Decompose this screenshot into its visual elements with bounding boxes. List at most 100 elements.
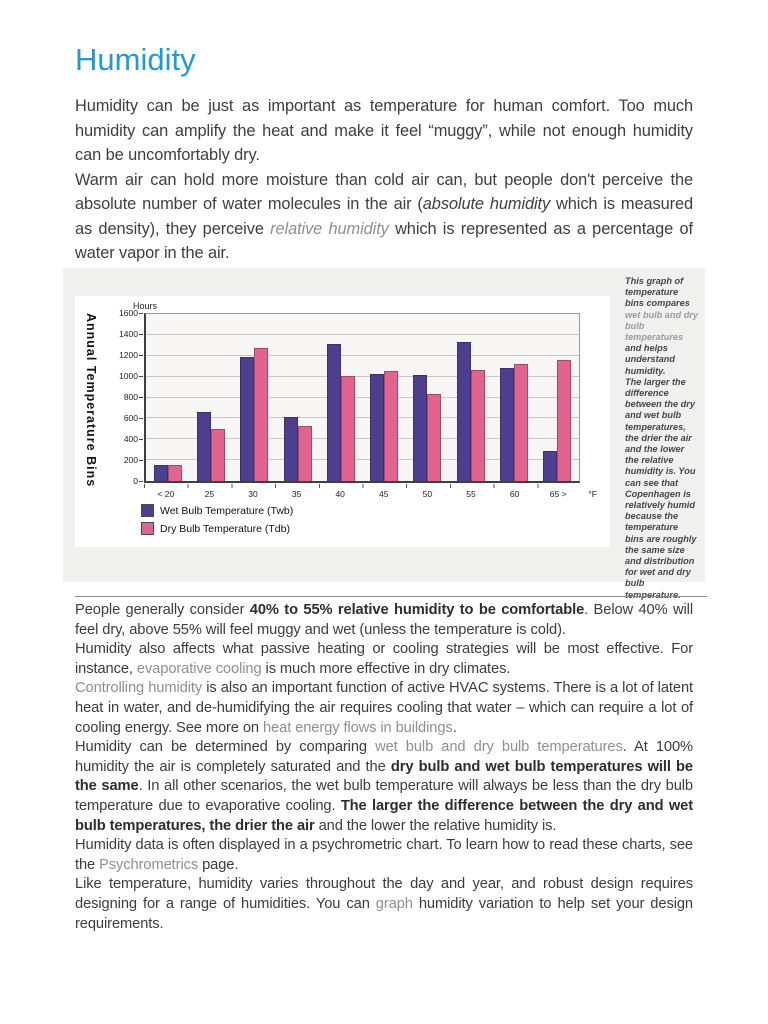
- bar: [340, 375, 355, 481]
- paragraph: Humidity data is often displayed in a ps…: [75, 836, 693, 875]
- plot-area: [144, 313, 580, 483]
- bar-groups: [146, 314, 579, 481]
- x-axis-labels: °F < 20 25 30 35 40 45 50 55 60 65 >: [144, 489, 597, 499]
- caption-paragraph: This graph of temperature bins compares …: [625, 276, 699, 377]
- y-tick: 200: [112, 455, 143, 465]
- bar: [543, 450, 558, 481]
- legend-label: Wet Bulb Temperature (Twb): [160, 504, 294, 517]
- gridline: [146, 354, 579, 356]
- bar: [456, 342, 471, 481]
- x-axis-label: 30: [248, 489, 258, 499]
- y-axis-unit-label: Hours: [133, 301, 158, 311]
- paragraph: People generally consider 40% to 55% rel…: [75, 601, 693, 640]
- y-tick: 1200: [112, 350, 143, 360]
- bar-group: [406, 314, 449, 481]
- text-segment: page.: [198, 856, 239, 873]
- body-text: People generally consider 40% to 55% rel…: [75, 601, 693, 934]
- legend-swatch: [141, 522, 154, 535]
- x-axis-label: 35: [291, 489, 302, 499]
- bar: [470, 369, 485, 481]
- text-segment: humidity variation to help set your desi…: [75, 895, 693, 932]
- y-tick: 1400: [112, 329, 143, 339]
- legend-swatch: [141, 504, 154, 517]
- text-segment: . In all other scenarios, the wet bulb t…: [75, 778, 693, 814]
- bar: [210, 428, 225, 481]
- intro-text: Humidity can be just as important as tem…: [75, 94, 693, 266]
- bar: [254, 348, 269, 481]
- bar-group: [362, 314, 405, 481]
- chart-axis-title: Annual Temperature Bins: [84, 312, 98, 488]
- legend-item: Wet Bulb Temperature (Twb): [141, 504, 293, 517]
- text-segment: Humidity can be determined by comparing: [75, 739, 376, 756]
- bar: [557, 359, 572, 481]
- text-segment: Like temperature, humidity varies throug…: [75, 876, 693, 912]
- text-link[interactable]: Controlling humidity: [75, 680, 203, 697]
- text-segment: is also an important function of active …: [75, 680, 694, 736]
- gridline: [146, 333, 579, 335]
- text-link[interactable]: wet bulb and dry bulb temperatures: [625, 309, 698, 343]
- plot-gridlines: [146, 314, 579, 481]
- y-tick: 1000: [112, 371, 143, 381]
- x-axis-ticks: [144, 484, 581, 488]
- y-tick: 400: [112, 434, 143, 444]
- bar: [427, 394, 442, 481]
- bar: [283, 417, 298, 481]
- bar: [370, 374, 385, 481]
- paragraph: Like temperature, humidity varies throug…: [75, 875, 693, 934]
- x-axis-unit: °F: [588, 489, 597, 499]
- page-title: Humidity: [75, 42, 196, 77]
- bar-group: [449, 314, 492, 481]
- text-link[interactable]: relative humidity: [270, 219, 389, 238]
- figure-caption: This graph of temperature bins compares …: [625, 276, 699, 601]
- text-segment: The larger the difference between the dr…: [75, 797, 694, 834]
- text-segment: . Below 40% will feel dry, above 55% wil…: [75, 602, 693, 638]
- bar-group: [146, 314, 189, 481]
- x-axis-label: 25: [204, 489, 215, 499]
- text-segment: . At 100% humidity the air is completely…: [75, 739, 693, 775]
- caption-paragraph: The larger the difference between the dr…: [625, 377, 699, 601]
- bar: [514, 364, 529, 481]
- gridline: [146, 375, 579, 377]
- bar-group: [189, 314, 232, 481]
- y-tick: 0: [112, 476, 143, 486]
- x-axis-label: 55: [466, 489, 476, 499]
- gridline: [146, 438, 579, 440]
- bar-group: [492, 314, 535, 481]
- x-axis-label: 65 >: [549, 489, 567, 499]
- text-link[interactable]: evaporative cooling: [136, 660, 262, 677]
- text-segment: Humidity data is often displayed in a ps…: [75, 837, 693, 873]
- text-segment: Humidity can be just as important as tem…: [75, 97, 693, 164]
- text-segment: and the lower the relative humidity is.: [314, 817, 557, 834]
- text-segment: Humidity also affects what passive heati…: [75, 641, 693, 677]
- paragraph: Warm air can hold more moisture than col…: [75, 168, 693, 266]
- gridline: [146, 396, 579, 398]
- bar: [413, 374, 428, 481]
- text-segment: which is measured as density), they perc…: [75, 195, 694, 238]
- bar: [240, 356, 255, 481]
- text-link[interactable]: heat energy flows in buildings: [262, 719, 453, 736]
- bar: [196, 411, 211, 481]
- x-axis-label: 50: [422, 489, 433, 499]
- gridline: [146, 417, 579, 419]
- legend-label: Dry Bulb Temperature (Tdb): [160, 522, 290, 535]
- paragraph: Humidity also affects what passive heati…: [75, 640, 693, 679]
- text-segment: .: [452, 719, 457, 736]
- text-segment: and helps understand humidity.: [625, 343, 676, 376]
- paragraph: Humidity can be just as important as tem…: [75, 94, 693, 168]
- horizontal-rule: [75, 596, 707, 597]
- x-axis-label: 40: [335, 489, 345, 499]
- text-link[interactable]: graph: [375, 895, 413, 912]
- text-segment: is much more effective in dry climates.: [261, 660, 511, 677]
- bar: [500, 368, 515, 481]
- text-segment: 40% to 55% relative humidity to be comfo…: [249, 602, 585, 618]
- text-link[interactable]: wet bulb and dry bulb temperatures: [375, 739, 623, 756]
- text-segment: The larger the difference between the dr…: [625, 376, 697, 600]
- x-axis-label: 60: [509, 489, 520, 499]
- bar-group: [319, 314, 362, 481]
- x-axis-label: 45: [379, 489, 389, 499]
- y-tick: 600: [112, 413, 143, 423]
- bar: [326, 344, 341, 481]
- text-link[interactable]: Psychrometrics: [99, 856, 199, 873]
- bar: [384, 371, 399, 481]
